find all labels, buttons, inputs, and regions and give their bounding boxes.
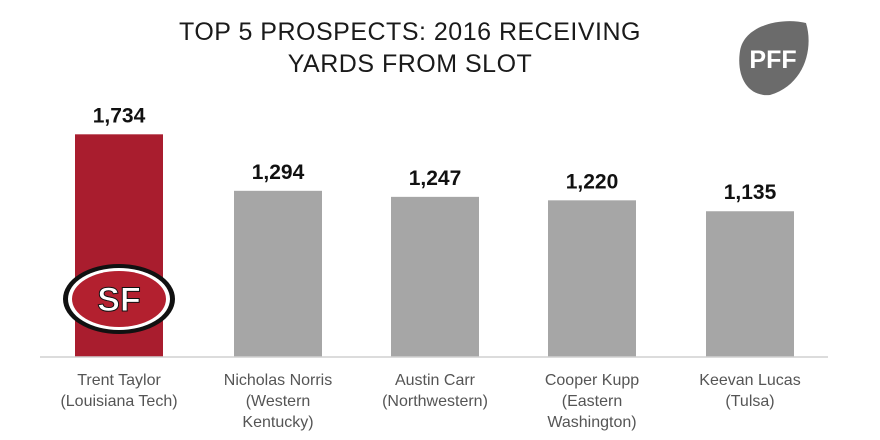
pff-logo: PFF (739, 21, 809, 96)
sf-logo-text: SF (97, 281, 140, 319)
category-label-4-line-3: Washington) (547, 414, 636, 431)
value-label-2: 1,294 (252, 161, 305, 184)
category-label-4-line-2: (Eastern (562, 393, 622, 410)
value-label-5: 1,135 (724, 181, 777, 204)
category-label-2-line-3: Kentucky) (242, 414, 313, 431)
chart-title-line-2: YARDS FROM SLOT (287, 50, 533, 78)
sf-logo-red-field (72, 271, 166, 327)
category-label-2-line-1: Nicholas Norris (224, 372, 332, 389)
bar-3 (391, 196, 479, 357)
category-label-2-line-2: (Western (246, 393, 311, 410)
category-label-3-line-2: (Northwestern) (382, 393, 488, 410)
sf-49ers-logo: SF (63, 264, 175, 334)
category-label-2: Nicholas Norris (Western Kentucky) (224, 372, 332, 431)
value-label-1: 1,734 (93, 104, 146, 127)
category-label-4: Cooper Kupp (Eastern Washington) (545, 372, 639, 431)
pff-logo-text: PFF (749, 46, 796, 74)
category-label-1: Trent Taylor (Louisiana Tech) (60, 372, 177, 410)
chart-title-line-1: TOP 5 PROSPECTS: 2016 RECEIVING (179, 18, 641, 46)
category-label-4-line-1: Cooper Kupp (545, 372, 639, 389)
bar-2 (234, 190, 322, 357)
bar-4 (548, 200, 636, 357)
value-label-4: 1,220 (566, 170, 619, 193)
category-label-3-line-1: Austin Carr (395, 372, 476, 389)
chart-title: TOP 5 PROSPECTS: 2016 RECEIVING YARDS FR… (110, 16, 710, 80)
category-label-1-line-1: Trent Taylor (77, 372, 161, 389)
pff-logo-shape (739, 21, 809, 96)
category-label-5-line-1: Keevan Lucas (699, 372, 800, 389)
category-labels-group: Trent Taylor (Louisiana Tech) Nicholas Nor… (60, 372, 800, 431)
bars-group (75, 134, 794, 357)
value-label-3: 1,247 (409, 167, 462, 190)
bar-5 (706, 211, 794, 357)
category-label-5: Keevan Lucas (Tulsa) (699, 372, 800, 410)
category-label-3: Austin Carr (Northwestern) (382, 372, 488, 410)
value-labels-group: 1,734 1,294 1,247 1,220 1,135 (93, 104, 777, 204)
category-label-5-line-2: (Tulsa) (725, 393, 774, 410)
category-label-1-line-2: (Louisiana Tech) (60, 393, 177, 410)
